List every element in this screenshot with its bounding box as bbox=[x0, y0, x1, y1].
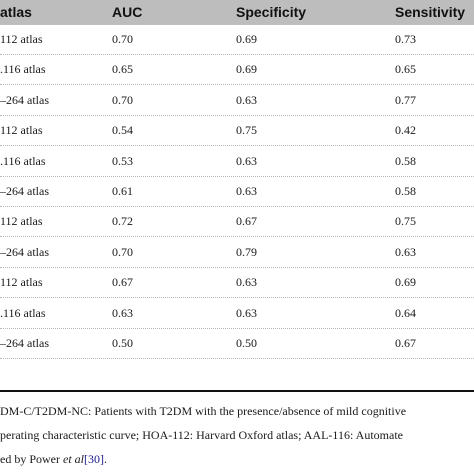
cell-atlas: 112 atlas bbox=[0, 275, 43, 290]
table-row: .116 atlas 0.53 0.63 0.58 bbox=[0, 147, 474, 177]
footnote-line-3-end: . bbox=[104, 452, 107, 466]
cell-sensitivity: 0.77 bbox=[395, 92, 416, 107]
cell-auc: 0.65 bbox=[112, 62, 133, 77]
cell-specificity: 0.69 bbox=[236, 32, 257, 46]
table-row: 112 atlas 0.72 0.67 0.75 bbox=[0, 207, 474, 238]
table-row: .116 atlas 0.63 0.63 0.64 bbox=[0, 299, 474, 329]
cell-atlas: –264 atlas bbox=[0, 92, 49, 107]
cell-auc: 0.70 bbox=[112, 32, 133, 46]
cell-specificity: 0.63 bbox=[236, 275, 257, 290]
table-row: 112 atlas 0.67 0.63 0.69 bbox=[0, 268, 474, 299]
cell-auc: 0.53 bbox=[112, 153, 133, 168]
footnote-line-1: DM-C/T2DM-NC: Patients with T2DM with th… bbox=[0, 404, 407, 418]
cell-specificity: 0.63 bbox=[236, 184, 257, 198]
cell-atlas: 112 atlas bbox=[0, 32, 43, 46]
cell-specificity: 0.63 bbox=[236, 92, 257, 107]
cell-auc: 0.67 bbox=[112, 275, 133, 290]
table-row: –264 atlas 0.70 0.63 0.77 bbox=[0, 86, 474, 116]
cell-atlas: .116 atlas bbox=[0, 153, 46, 168]
cell-sensitivity: 0.58 bbox=[395, 184, 416, 198]
cell-sensitivity: 0.75 bbox=[395, 214, 416, 229]
cell-specificity: 0.79 bbox=[236, 244, 257, 259]
cell-sensitivity: 0.73 bbox=[395, 32, 416, 46]
table-row: 112 atlas 0.54 0.75 0.42 bbox=[0, 116, 474, 147]
cell-atlas: 112 atlas bbox=[0, 123, 43, 138]
cell-sensitivity: 0.63 bbox=[395, 244, 416, 259]
cell-atlas: .116 atlas bbox=[0, 62, 46, 77]
cell-sensitivity: 0.69 bbox=[395, 275, 416, 290]
cell-specificity: 0.67 bbox=[236, 214, 257, 229]
cell-atlas: –264 atlas bbox=[0, 184, 49, 198]
cell-auc: 0.70 bbox=[112, 92, 133, 107]
footnote-et-al: et al bbox=[63, 452, 84, 466]
table-header-row: atlas AUC Specificity Sensitivity bbox=[0, 0, 474, 25]
header-auc: AUC bbox=[112, 4, 143, 20]
footnote-reference-link[interactable]: [30] bbox=[84, 452, 104, 466]
cell-specificity: 0.50 bbox=[236, 336, 257, 350]
table-row: 112 atlas 0.70 0.69 0.73 bbox=[0, 25, 474, 55]
table-row: –264 atlas 0.50 0.50 0.67 bbox=[0, 329, 474, 359]
cell-auc: 0.61 bbox=[112, 184, 133, 198]
cell-sensitivity: 0.65 bbox=[395, 62, 416, 77]
footnote-line-3-text: ed by Power bbox=[0, 452, 63, 466]
cell-atlas: –264 atlas bbox=[0, 244, 49, 259]
footnote-line-3: ed by Power et al[30]. bbox=[0, 451, 474, 467]
table-bottom-rule bbox=[0, 390, 474, 392]
header-atlas: atlas bbox=[0, 4, 32, 20]
cell-sensitivity: 0.64 bbox=[395, 305, 416, 320]
results-table: atlas AUC Specificity Sensitivity 112 at… bbox=[0, 0, 474, 392]
cell-specificity: 0.69 bbox=[236, 62, 257, 77]
cell-atlas: –264 atlas bbox=[0, 336, 49, 350]
cell-auc: 0.63 bbox=[112, 305, 133, 320]
cell-auc: 0.70 bbox=[112, 244, 133, 259]
cell-atlas: .116 atlas bbox=[0, 305, 46, 320]
cell-specificity: 0.63 bbox=[236, 153, 257, 168]
cell-auc: 0.72 bbox=[112, 214, 133, 229]
cell-sensitivity: 0.42 bbox=[395, 123, 416, 138]
table-row: –264 atlas 0.61 0.63 0.58 bbox=[0, 177, 474, 207]
header-sensitivity: Sensitivity bbox=[395, 4, 466, 20]
header-specificity: Specificity bbox=[236, 4, 307, 20]
cell-atlas: 112 atlas bbox=[0, 214, 43, 229]
footnote-line-2: perating characteristic curve; HOA-112: … bbox=[0, 428, 403, 442]
cell-auc: 0.54 bbox=[112, 123, 133, 138]
cell-specificity: 0.75 bbox=[236, 123, 257, 138]
cell-sensitivity: 0.67 bbox=[395, 336, 416, 350]
table-row: .116 atlas 0.65 0.69 0.65 bbox=[0, 55, 474, 86]
cell-sensitivity: 0.58 bbox=[395, 153, 416, 168]
cell-auc: 0.50 bbox=[112, 336, 133, 350]
cell-specificity: 0.63 bbox=[236, 305, 257, 320]
table-row: –264 atlas 0.70 0.79 0.63 bbox=[0, 238, 474, 268]
